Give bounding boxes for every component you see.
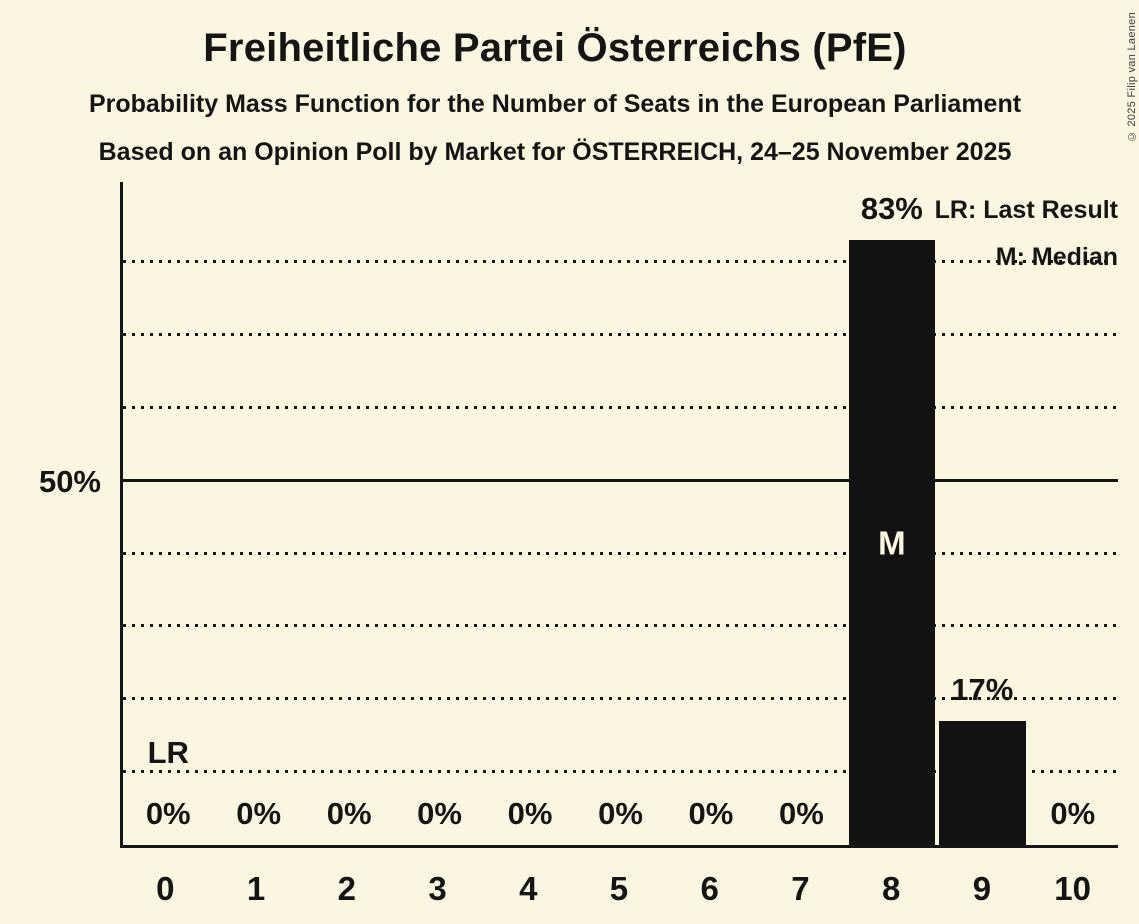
x-axis-ticks: 0 1 2 3 4 5 6 7 8 9 10 bbox=[120, 872, 1118, 914]
gridline-20pct bbox=[123, 697, 1118, 701]
value-label-seats-2: 0% bbox=[326, 796, 372, 831]
value-label-seats-1: 0% bbox=[236, 796, 282, 831]
gridline-50pct bbox=[123, 478, 1118, 482]
column-seats-9: 17% bbox=[937, 182, 1027, 845]
legend: LR: Last Result M: Median bbox=[935, 187, 1118, 281]
x-tick-4: 4 bbox=[519, 870, 538, 907]
gridline-80pct bbox=[123, 260, 1118, 264]
column-seats-8: 83% M bbox=[847, 182, 937, 845]
median-marker: M bbox=[878, 524, 906, 562]
column-seats-5: 0% bbox=[575, 182, 665, 845]
x-tick-0: 0 bbox=[156, 870, 175, 907]
column-seats-7: 0% bbox=[756, 182, 846, 845]
gridline-70pct bbox=[123, 333, 1118, 336]
gridline-60pct bbox=[123, 405, 1118, 409]
value-label-seats-0: 0% bbox=[145, 796, 191, 831]
legend-last-result: LR: Last Result bbox=[934, 196, 1118, 224]
last-result-marker: LR bbox=[147, 735, 189, 771]
column-seats-4: 0% bbox=[485, 182, 575, 845]
x-tick-8: 8 bbox=[881, 870, 901, 907]
y-axis-50-label: 50% bbox=[38, 464, 101, 499]
value-label-seats-8: 83% bbox=[860, 191, 923, 227]
gridline-10pct bbox=[123, 770, 1118, 774]
x-tick-10: 10 bbox=[1054, 870, 1091, 907]
copyright-notice: © 2025 Filip van Laenen bbox=[1126, 12, 1138, 143]
value-label-seats-10: 0% bbox=[1050, 796, 1096, 831]
column-seats-3: 0% bbox=[394, 182, 484, 845]
value-label-seats-3: 0% bbox=[417, 796, 462, 831]
x-tick-1: 1 bbox=[246, 870, 266, 907]
column-seats-6: 0% bbox=[666, 182, 756, 845]
column-seats-10: 0% bbox=[1028, 182, 1118, 845]
bar-seats-8 bbox=[848, 240, 936, 845]
subtitle-poll: Based on an Opinion Poll by Market for Ö… bbox=[98, 138, 1012, 166]
value-label-seats-7: 0% bbox=[778, 796, 824, 831]
value-label-seats-4: 0% bbox=[507, 796, 553, 831]
column-seats-1: 0% bbox=[213, 182, 303, 845]
column-seats-2: 0% bbox=[304, 182, 394, 845]
x-tick-2: 2 bbox=[337, 870, 356, 907]
bar-seats-9 bbox=[939, 721, 1026, 845]
gridline-40pct bbox=[123, 551, 1118, 555]
gridline-30pct bbox=[123, 624, 1118, 628]
x-tick-7: 7 bbox=[791, 870, 810, 907]
value-label-seats-6: 0% bbox=[688, 796, 734, 831]
x-tick-5: 5 bbox=[609, 870, 629, 907]
plot-area: 0% LR 0% 0% 0% 0% 0% 0% 0% 83% M 17% 0% bbox=[120, 182, 1118, 848]
page-title: Freiheitliche Partei Österreichs (PfE) bbox=[203, 26, 907, 70]
x-tick-6: 6 bbox=[700, 870, 719, 907]
x-tick-9: 9 bbox=[972, 870, 992, 907]
legend-median: M: Median bbox=[995, 243, 1118, 271]
x-tick-3: 3 bbox=[428, 870, 447, 907]
column-seats-0: 0% LR bbox=[123, 182, 213, 845]
value-label-seats-9: 17% bbox=[951, 672, 1014, 708]
subtitle-function: Probability Mass Function for the Number… bbox=[88, 90, 1022, 118]
value-label-seats-5: 0% bbox=[598, 796, 643, 831]
